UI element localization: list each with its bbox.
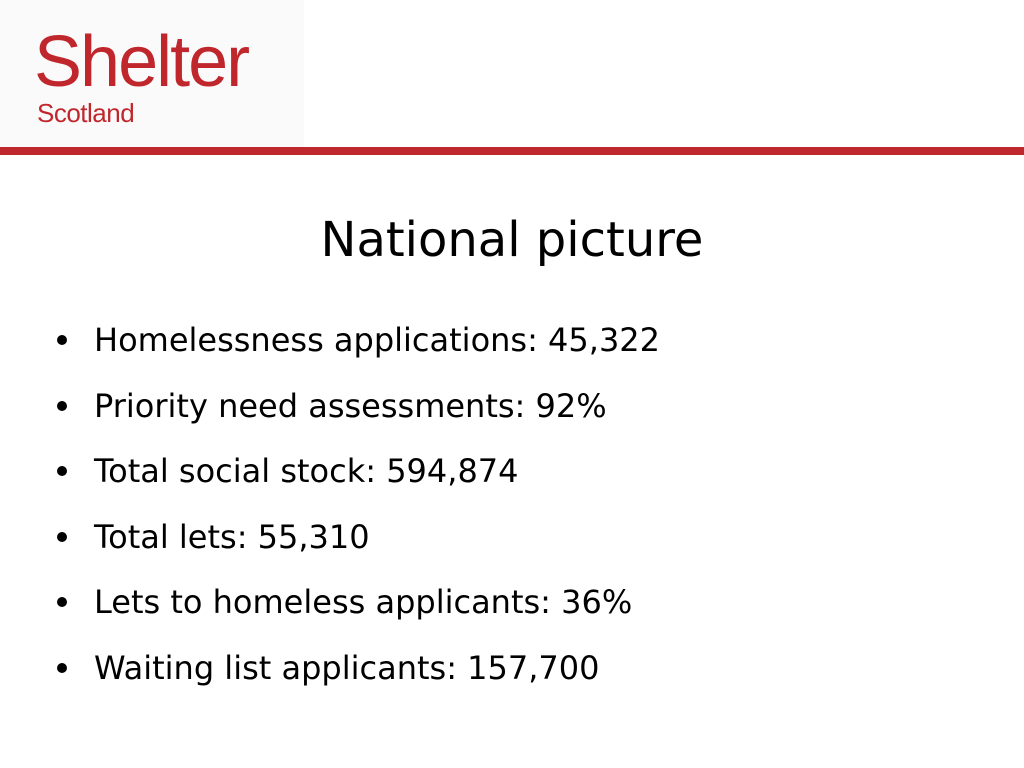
header-divider	[0, 147, 1024, 155]
bullet-text: Total lets: 55,310	[94, 517, 370, 556]
bullet-item: Priority need assessments: 92%	[52, 375, 660, 441]
bullet-text: Lets to homeless applicants: 36%	[94, 583, 633, 621]
bullet-item: Lets to homeless applicants: 36%	[52, 571, 660, 637]
logo-subtitle: Scotland	[37, 98, 135, 128]
shelter-scotland-logo: Shelter Scotland	[0, 0, 304, 148]
bullet-text: Homelessness applications: 45,322	[94, 321, 661, 359]
bullet-text: Priority need assessments: 92%	[94, 386, 607, 425]
bullet-text: Total social stock: 594,874	[94, 452, 519, 490]
logo-wordmark: Shelter	[34, 22, 250, 102]
bullet-item: Total lets: 55,310	[52, 506, 660, 572]
bullet-icon	[57, 662, 67, 673]
bullet-icon	[57, 400, 67, 411]
bullet-icon	[57, 335, 67, 345]
bullet-text: Waiting list applicants: 157,700	[94, 648, 600, 687]
bullet-icon	[57, 597, 67, 607]
bullet-icon	[57, 466, 67, 476]
bullet-list: Homelessness applications: 45,322 Priori…	[52, 309, 660, 702]
bullet-icon	[57, 531, 67, 542]
slide-title: National picture	[320, 212, 704, 268]
bullet-item: Waiting list applicants: 157,700	[52, 637, 660, 703]
bullet-item: Homelessness applications: 45,322	[52, 309, 660, 375]
bullet-item: Total social stock: 594,874	[52, 440, 660, 506]
